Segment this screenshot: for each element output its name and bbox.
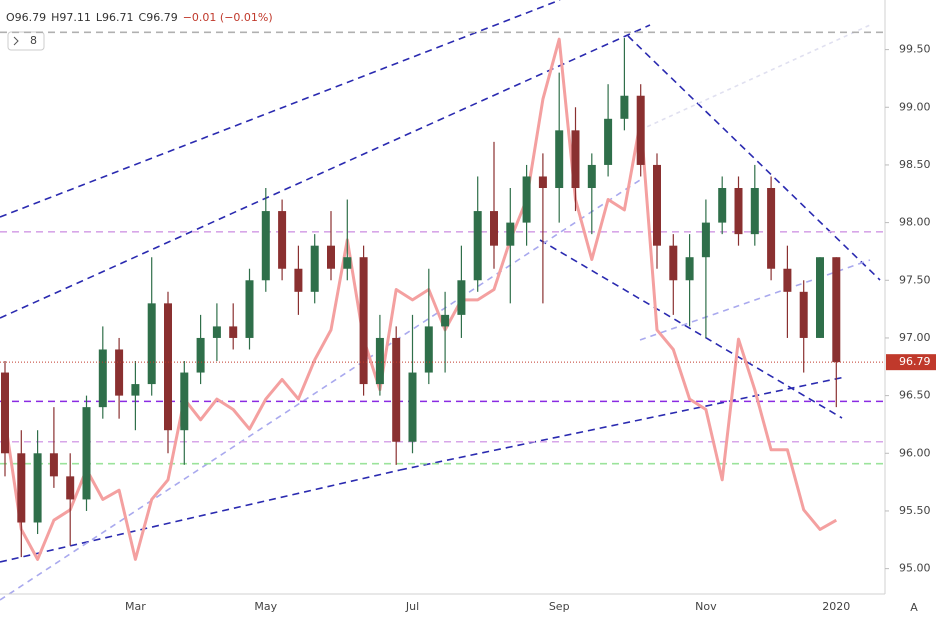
candle-body <box>636 95 645 165</box>
chevron-icon <box>13 36 19 46</box>
candle-body <box>147 303 156 385</box>
candle-body <box>816 257 824 338</box>
y-tick-label: 98.00 <box>899 216 931 229</box>
trendline <box>639 259 871 341</box>
candle-body <box>66 476 75 500</box>
y-tick-label: 95.00 <box>899 562 931 575</box>
candle-body <box>82 407 91 500</box>
candle-body <box>294 268 303 292</box>
candle-body <box>832 257 841 363</box>
candle-body <box>196 337 205 373</box>
ohlc-value: H97.11 <box>51 11 91 24</box>
y-tick-label: 95.50 <box>899 504 931 517</box>
candle-body <box>164 303 172 431</box>
ohlc-value: L96.71 <box>96 11 134 24</box>
candle-body <box>343 257 352 269</box>
candle-body <box>49 453 58 477</box>
trendline <box>627 35 881 281</box>
header: O96.79 H97.11 L96.71 C96.79 −0.01 (−0.01%) 8 <box>6 11 273 51</box>
interval-label: 8 <box>30 34 37 47</box>
ohlc-value: −0.01 (−0.01%) <box>183 11 273 24</box>
candle-body <box>587 164 596 189</box>
ohlc-value: O96.79 <box>6 11 46 24</box>
x-tick-label: 2020 <box>822 600 850 613</box>
overlay-line <box>3 37 838 561</box>
trendlines <box>0 0 881 601</box>
y-tick-label: 97.00 <box>899 331 931 344</box>
ohlc-value: C96.79 <box>139 11 178 24</box>
candle-body <box>131 384 140 396</box>
candle-body <box>701 222 710 258</box>
candle-body <box>278 211 287 269</box>
ohlc-header: O96.79 H97.11 L96.71 C96.79 −0.01 (−0.01%) <box>6 11 273 24</box>
y-tick-label: 99.00 <box>899 100 931 113</box>
candle-body <box>473 211 482 281</box>
trendline <box>0 469 401 563</box>
candle-body <box>33 453 42 523</box>
trendline <box>539 239 843 419</box>
candle-body <box>212 326 221 338</box>
candle-body <box>375 337 384 385</box>
x-tick-label: Nov <box>695 600 717 613</box>
candle-body <box>718 188 727 223</box>
trendline <box>0 0 561 218</box>
y-tick-label: 96.50 <box>899 389 931 402</box>
candle-body <box>310 245 319 292</box>
candle-body <box>767 188 776 269</box>
y-tick-label: 96.00 <box>899 446 931 459</box>
candle-body <box>359 257 368 385</box>
candle-body <box>490 211 498 246</box>
candle-body <box>555 130 564 189</box>
last-price-box <box>886 354 936 371</box>
candle-body <box>408 372 417 442</box>
interval-box[interactable] <box>7 31 45 51</box>
candle-body <box>750 188 759 235</box>
candle-body <box>457 280 466 315</box>
candle-body <box>506 222 515 246</box>
candle-body <box>783 268 792 292</box>
x-tick-label: May <box>254 600 277 613</box>
candle-body <box>685 257 694 281</box>
candle-body <box>17 453 26 523</box>
candle-body <box>180 372 189 431</box>
candle-body <box>522 176 531 223</box>
candle-body <box>98 349 107 408</box>
trendline <box>399 376 846 471</box>
candle-body <box>1 372 9 454</box>
candle-body <box>604 118 613 165</box>
candle-body <box>424 326 433 373</box>
candle-body <box>571 130 580 189</box>
axis-mode[interactable]: A <box>910 601 918 614</box>
candle-body <box>538 176 547 189</box>
candle-body <box>653 164 661 246</box>
y-tick-label: 99.50 <box>899 43 931 56</box>
candle-body <box>261 211 270 281</box>
x-tick-label: Sep <box>549 600 570 613</box>
candle-body <box>245 280 254 338</box>
candle-body <box>620 95 629 119</box>
x-tick-label: Mar <box>125 600 146 613</box>
y-tick-label: 97.50 <box>899 273 931 286</box>
candle-body <box>115 349 124 396</box>
x-tick-label: Jul <box>405 600 419 613</box>
candle-body <box>734 188 743 235</box>
candle-body <box>392 337 401 442</box>
y-tick-label: 98.50 <box>899 158 931 171</box>
candle-body <box>441 314 450 327</box>
trendline <box>0 24 651 319</box>
candle-body <box>669 245 678 281</box>
last-price-label: 96.79 <box>899 355 931 368</box>
candle-body <box>799 291 808 338</box>
trendline <box>639 24 871 131</box>
candle-body <box>229 326 238 338</box>
candle-body <box>327 245 335 269</box>
